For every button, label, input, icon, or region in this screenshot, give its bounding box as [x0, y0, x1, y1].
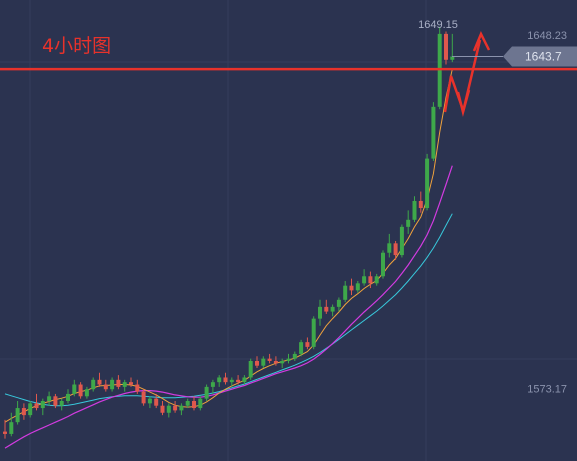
- candle-up: [318, 306, 322, 319]
- candle-up: [40, 400, 45, 409]
- candle-up: [387, 243, 392, 253]
- candle-up: [122, 382, 127, 387]
- candle-up: [336, 299, 341, 307]
- candle-up: [91, 379, 96, 390]
- candle-up: [147, 398, 152, 404]
- candle-up: [286, 358, 291, 361]
- candle-up: [59, 400, 64, 406]
- candle-up: [355, 283, 360, 291]
- candle-up: [204, 386, 209, 399]
- candle-up: [248, 360, 253, 378]
- candle-down: [21, 408, 26, 416]
- candle-down: [129, 382, 133, 385]
- price-tag: [503, 46, 577, 67]
- candle-up: [299, 342, 304, 354]
- candle-down: [267, 358, 272, 361]
- candle-up: [9, 422, 14, 434]
- forecast-arrows: [443, 30, 491, 117]
- candle-down: [53, 396, 58, 406]
- candle-up: [229, 379, 234, 383]
- candle-up: [311, 318, 316, 347]
- candle-up: [425, 158, 430, 209]
- candle-down: [97, 379, 102, 385]
- candle-down: [236, 379, 241, 383]
- candle-up: [292, 353, 297, 359]
- candle-up: [84, 389, 89, 397]
- candle-down: [192, 400, 196, 409]
- candle-up: [28, 403, 33, 416]
- current-price-label: 1643.7: [525, 50, 562, 64]
- chart-title: 4小时图: [42, 35, 111, 57]
- candle-down: [255, 360, 259, 366]
- candle-down: [103, 384, 108, 390]
- candle-down: [305, 342, 310, 347]
- candle-down: [393, 243, 398, 256]
- candle-up: [280, 360, 285, 364]
- candle-up: [242, 377, 247, 383]
- candle-up: [330, 306, 335, 312]
- candle-down: [141, 391, 146, 404]
- candle-down: [3, 431, 7, 434]
- forecast-down-arrowhead: [456, 89, 471, 117]
- candle-up: [261, 358, 266, 366]
- candle-down: [444, 33, 448, 60]
- candle-up: [374, 276, 379, 284]
- candle-up: [110, 379, 115, 390]
- candle-up: [15, 408, 20, 423]
- candle-down: [160, 405, 165, 413]
- candle-up: [179, 405, 184, 411]
- candle-down: [78, 384, 83, 397]
- y-tick-label: 1648.23: [527, 30, 567, 42]
- candle-down: [418, 200, 423, 209]
- candle-down: [223, 377, 228, 383]
- candle-up: [217, 377, 222, 383]
- candle-down: [34, 403, 39, 409]
- candle-up: [343, 285, 348, 300]
- candle-down: [135, 384, 140, 392]
- ma-mid-line: [4, 165, 453, 449]
- candle-up: [185, 400, 190, 406]
- candle-up: [210, 382, 215, 387]
- candle-up: [47, 396, 52, 401]
- high-price-label: 1649.15: [418, 19, 458, 31]
- candle-up: [412, 200, 417, 220]
- candle-up: [431, 106, 436, 159]
- candle-up: [381, 252, 385, 277]
- candle-up: [66, 393, 70, 401]
- candle-down: [173, 405, 178, 411]
- candle-down: [154, 398, 159, 406]
- candle-down: [368, 276, 373, 284]
- candle-down: [349, 285, 354, 291]
- ma-long-line: [4, 213, 453, 407]
- candle-up: [450, 56, 455, 60]
- candle-up: [406, 219, 411, 227]
- candle-up: [72, 384, 77, 394]
- candle-down: [324, 306, 329, 312]
- candle-up: [399, 226, 404, 256]
- forecast-up-arrowhead: [472, 30, 491, 52]
- candle-down: [273, 360, 278, 364]
- candle-down: [116, 379, 121, 387]
- candle-up: [198, 398, 203, 409]
- candle-up: [166, 405, 171, 413]
- y-tick-label: 1573.17: [527, 383, 567, 395]
- candle-up: [362, 276, 367, 284]
